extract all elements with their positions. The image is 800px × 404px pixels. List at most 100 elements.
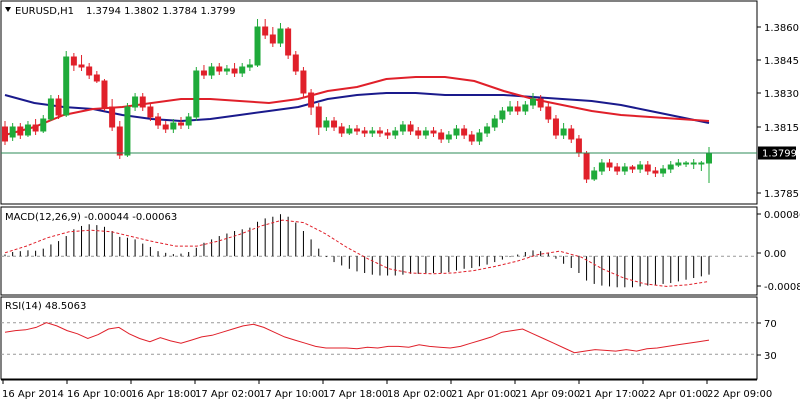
candle	[70, 53, 77, 71]
candle	[101, 79, 108, 111]
candle	[698, 161, 705, 171]
rsi-label: RSI(14) 48.5063	[5, 301, 86, 312]
macd-signal-path	[4, 219, 710, 287]
macd-axis: 0.00086 0.00 -0.00081	[757, 210, 800, 293]
last-price-label: 1.3799	[762, 149, 797, 160]
macd-signal-line	[4, 219, 710, 287]
rsi-tick-30: 30	[757, 351, 777, 362]
candle	[223, 65, 230, 75]
candle	[109, 99, 116, 131]
candle	[269, 27, 276, 47]
price-tick-2: 1.3845	[757, 56, 799, 67]
time-tick-label: 17 Apr 02:00	[195, 389, 260, 400]
candle	[560, 123, 567, 139]
symbol-label: EURUSD,H1	[15, 6, 74, 17]
candle	[445, 131, 452, 143]
macd-tick-top: 0.00086	[757, 210, 800, 221]
candle	[491, 115, 498, 131]
rsi-path	[4, 322, 710, 354]
rsi-tick-label: 30	[764, 351, 777, 362]
candle	[468, 131, 475, 145]
price-tick-3: 1.3830	[757, 89, 799, 100]
price-axis: 1.3860 1.3845 1.3830 1.3815 1.3785 1.379…	[757, 23, 799, 200]
time-tick: 21 Apr 01:00	[450, 380, 516, 400]
candle	[461, 125, 468, 139]
candle	[422, 127, 429, 139]
candle	[507, 101, 514, 115]
candle	[292, 51, 299, 75]
collapse-triangle-icon[interactable]	[5, 7, 11, 12]
candle	[552, 115, 559, 139]
candle	[17, 123, 24, 139]
candle	[568, 125, 575, 143]
candle	[346, 125, 353, 135]
candle	[308, 89, 315, 115]
ohlc-readout: 1.3794 1.3802 1.3784 1.3799	[86, 6, 236, 17]
candle	[399, 121, 406, 135]
candle	[476, 129, 483, 145]
candle	[239, 63, 246, 77]
candle	[231, 63, 238, 77]
time-tick: 22 Apr 09:00	[706, 380, 772, 400]
candle	[285, 27, 292, 59]
rsi-tick-label: 70	[764, 319, 777, 330]
price-tick-label: 1.3785	[764, 189, 799, 200]
time-tick-label: 18 Apr 02:00	[387, 389, 452, 400]
candle	[514, 101, 521, 115]
macd-tick-label: 0.00086	[764, 210, 800, 221]
candle	[376, 127, 383, 137]
price-tick-label: 1.3815	[764, 123, 799, 134]
time-tick: 22 Apr 01:00	[642, 380, 708, 400]
candle	[155, 113, 162, 129]
price-tick-6: 1.3785	[757, 189, 799, 200]
rsi-panel: RSI(14) 48.5063	[0, 296, 758, 380]
price-tick-label: 1.3845	[764, 56, 799, 67]
fast-moving-average	[4, 76, 710, 136]
candle	[315, 103, 322, 135]
candle	[300, 67, 307, 97]
candlesticks	[2, 19, 712, 183]
candle	[93, 71, 100, 83]
candle	[438, 129, 445, 143]
candle	[637, 161, 644, 173]
candle	[683, 161, 690, 167]
time-tick: 18 Apr 02:00	[386, 380, 452, 400]
time-tick: 17 Apr 10:00	[258, 380, 324, 400]
candle	[392, 127, 399, 139]
candle	[139, 93, 146, 111]
candle	[32, 119, 39, 135]
candle	[629, 165, 636, 173]
candle	[522, 101, 529, 115]
price-tick-1: 1.3860	[757, 23, 799, 34]
candle	[530, 93, 536, 109]
candle	[40, 115, 47, 133]
candle	[216, 63, 223, 75]
candle	[24, 121, 31, 137]
time-tick-label: 17 Apr 10:00	[259, 389, 324, 400]
candle	[338, 123, 345, 137]
candle	[9, 123, 16, 141]
time-tick-label: 16 Apr 2014	[2, 389, 64, 400]
candle	[537, 95, 544, 111]
macd-tick-zero: 0.00	[757, 249, 786, 260]
time-axis: 16 Apr 2014 16 Apr 10:00 16 Apr 18:00 17…	[1, 379, 772, 400]
candle	[675, 159, 682, 167]
candle	[606, 159, 613, 171]
candle	[430, 127, 437, 137]
price-panel: EURUSD,H1 1.3794 1.3802 1.3784 1.3799	[0, 0, 758, 205]
rsi-tick-70: 70	[757, 319, 777, 330]
time-tick-label: 21 Apr 17:00	[579, 389, 644, 400]
candle	[2, 121, 8, 145]
price-tick-4: 1.3815	[757, 123, 799, 134]
price-tick-label: 1.3860	[764, 23, 799, 34]
last-price-badge: 1.3799	[758, 146, 797, 160]
candle	[55, 95, 62, 119]
candle	[652, 167, 659, 177]
candle	[63, 51, 70, 117]
candle	[162, 121, 169, 133]
macd-tick-label: -0.00081	[764, 282, 800, 293]
candle	[331, 117, 338, 131]
candle	[667, 161, 674, 173]
candle	[78, 55, 85, 71]
time-tick-label: 22 Apr 09:00	[707, 389, 772, 400]
